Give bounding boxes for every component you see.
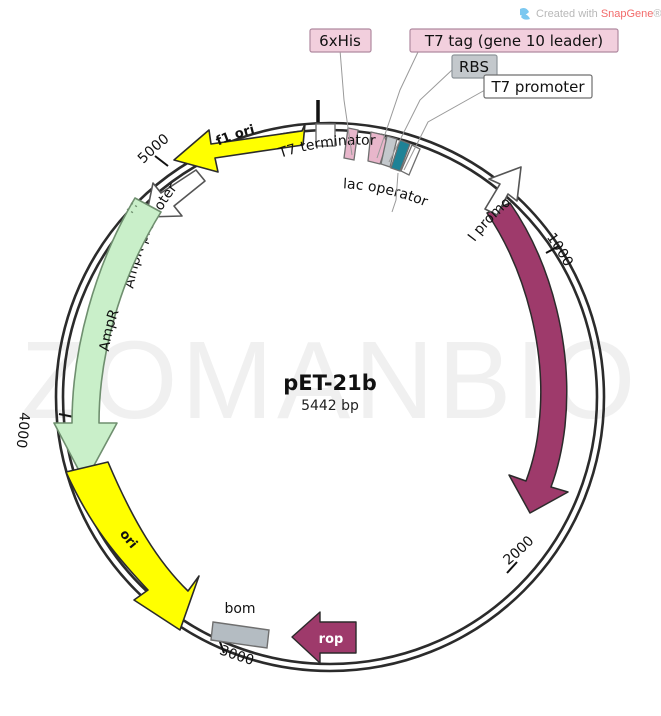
callout-rbs-label: RBS	[459, 58, 489, 76]
feature-rop-label: rop	[319, 632, 344, 647]
attribution-prefix: Created with	[536, 8, 601, 20]
callout-6xhis-label: 6xHis	[319, 32, 361, 50]
tick-label-4000: 4000	[12, 412, 31, 449]
attribution-text: Created with SnapGene®	[536, 8, 661, 20]
feature-t7-terminator-box[interactable]	[315, 123, 336, 147]
feature-ampr-promoter-arrow[interactable]	[145, 169, 206, 218]
callout-leader-lines	[339, 49, 486, 213]
callout-t7-tag-label: T7 tag (gene 10 leader)	[424, 32, 603, 50]
feature-bom[interactable]: bom	[210, 601, 270, 649]
tick-mark-5000	[154, 155, 169, 167]
watermark-text: ZOMANBIO	[21, 319, 640, 442]
leader-line-6xhis	[339, 49, 353, 156]
callout-6xhis-box[interactable]	[309, 28, 372, 53]
leader-line-lac-operator	[391, 172, 399, 213]
callout-t7-promoter-box[interactable]	[483, 74, 593, 99]
snapgene-logo-icon	[520, 8, 530, 20]
feature-rop[interactable]: rop	[291, 611, 357, 664]
callout-6xhis[interactable]: 6xHis	[309, 28, 372, 53]
feature-6xhis-box[interactable]	[343, 127, 359, 161]
attribution-brand-b: ®	[653, 8, 661, 20]
feature-ori[interactable]: ori	[65, 461, 200, 631]
snapgene-attribution: Created with SnapGene®	[520, 8, 661, 20]
page-title: pET-21b	[283, 371, 377, 395]
feature-ori-arrow[interactable]	[65, 461, 200, 631]
callout-rbs-box[interactable]	[451, 54, 498, 79]
tick-label-1000: 1000	[543, 230, 576, 269]
feature-bom-box[interactable]	[210, 621, 270, 649]
feature-laci-promoter-arrow[interactable]	[484, 166, 522, 216]
feature-ampr-internal-dash	[130, 202, 140, 209]
watermark: ZOMANBIO	[21, 319, 640, 442]
leader-line-t7-promoter	[403, 89, 486, 171]
callout-t7-promoter[interactable]: T7 promoter	[483, 74, 593, 99]
feature-ampr-arrow[interactable]	[53, 197, 162, 483]
feature-bom-label: bom	[224, 601, 255, 617]
feature-rop-arrow[interactable]	[291, 611, 357, 664]
feature-rbs-box[interactable]	[380, 135, 398, 168]
callout-t7-tag[interactable]: T7 tag (gene 10 leader)	[409, 28, 619, 53]
feature-lac-operator-label: lac operator	[343, 176, 431, 210]
leader-line-t7-tag	[376, 51, 419, 159]
plasmid-center-label: pET-21b 5442 bp	[283, 371, 377, 414]
callout-t7-tag-box[interactable]	[409, 28, 619, 53]
tick-label-5000: 5000	[135, 131, 172, 167]
plasmid-size-label: 5442 bp	[301, 398, 359, 414]
attribution-brand-a: SnapGene	[601, 8, 654, 20]
callout-t7-promoter-label: T7 promoter	[490, 78, 585, 96]
feature-laci-arrow[interactable]	[486, 202, 569, 514]
tick-mark-1000	[545, 245, 560, 254]
backbone-outer-circle	[54, 121, 606, 673]
tick-mark-2000	[506, 561, 518, 574]
feature-lac-operator-box[interactable]	[390, 139, 411, 172]
top-small-features	[315, 123, 421, 176]
feature-ampr-internal-dash-2	[126, 208, 136, 215]
tick-label-2000: 2000	[501, 533, 538, 569]
callout-rbs[interactable]: RBS	[451, 54, 498, 79]
leader-line-rbs	[388, 69, 453, 163]
feature-f1-ori-arrow[interactable]	[173, 123, 306, 173]
